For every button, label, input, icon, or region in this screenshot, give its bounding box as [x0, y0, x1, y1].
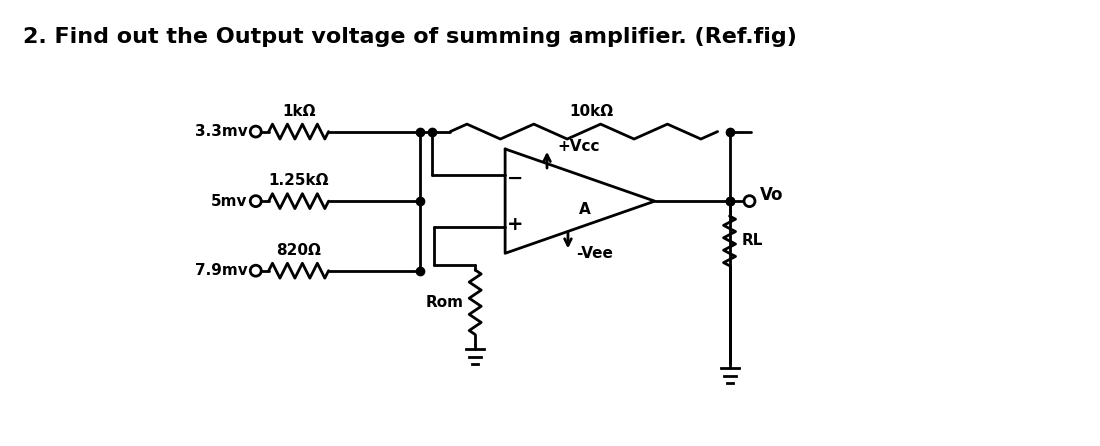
Text: 1.25kΩ: 1.25kΩ [268, 173, 329, 188]
Text: A: A [579, 202, 591, 217]
Text: +Vcc: +Vcc [557, 140, 600, 154]
Circle shape [251, 265, 261, 276]
Circle shape [251, 196, 261, 206]
Circle shape [744, 196, 755, 206]
Text: +: + [507, 215, 524, 234]
Text: RL: RL [741, 233, 763, 248]
Circle shape [251, 126, 261, 137]
Text: 1kΩ: 1kΩ [282, 103, 316, 119]
Text: 5mv: 5mv [211, 194, 248, 209]
Text: 10kΩ: 10kΩ [569, 103, 613, 119]
Text: 820Ω: 820Ω [276, 243, 321, 258]
Text: −: − [507, 169, 524, 187]
Text: Vo: Vo [759, 186, 783, 204]
Text: 7.9mv: 7.9mv [195, 263, 248, 278]
Text: -Vee: -Vee [576, 246, 613, 261]
Text: Rom: Rom [426, 295, 463, 310]
Text: 3.3mv: 3.3mv [195, 124, 248, 139]
Text: 2. Find out the Output voltage of summing amplifier. (Ref.fig): 2. Find out the Output voltage of summin… [23, 27, 798, 47]
